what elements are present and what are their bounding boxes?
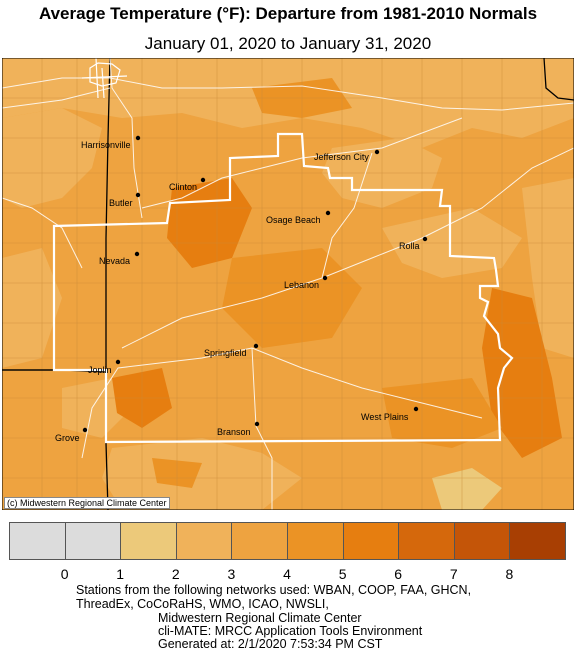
legend-tick-label: 6: [394, 566, 403, 582]
legend-swatch-5: [286, 522, 344, 560]
city-dot-butler: [135, 192, 141, 198]
legend-tick-label: 4: [283, 566, 291, 582]
footer-line-2: ThreadEx, CoCoRaHS, WMO, ICAO, NWSLI,: [76, 597, 329, 611]
footer-line-1: Stations from the following networks use…: [76, 583, 472, 597]
forecast-area-outline: [52, 132, 514, 444]
title-text: Average Temperature (°F): Departure from…: [38, 4, 538, 23]
dark-area-westplains: [382, 378, 502, 448]
light-area-east: [522, 178, 574, 358]
city-label-rolla: Rolla: [399, 241, 420, 251]
footer-line-3: Midwestern Regional Climate Center: [158, 611, 362, 625]
city-dot-lebanon: [322, 275, 328, 281]
legend-swatch-4: [231, 522, 288, 560]
county-lines: [2, 58, 574, 510]
city-markers: Harrisonville Jefferson City Clinton But…: [55, 135, 428, 443]
city-dot-rolla: [422, 236, 428, 242]
city-label-west-plains: West Plains: [361, 412, 409, 422]
city-dot-clinton: [200, 177, 206, 183]
legend-tick-label: 3: [227, 566, 236, 582]
map-subtitle: January 01, 2020 to January 31, 2020: [144, 34, 432, 53]
legend-ticks: 0 1 2 3 4 5 6 7 8: [0, 566, 576, 586]
legend-tick-label: 0: [60, 566, 69, 582]
city-label-harrisonville: Harrisonville: [81, 140, 131, 150]
city-label-osage-beach: Osage Beach: [266, 215, 321, 225]
city-label-grove: Grove: [55, 433, 80, 443]
legend-swatch-8: [453, 522, 511, 560]
legend-swatch-9: [509, 522, 566, 560]
legend-swatch-7: [398, 522, 455, 560]
legend-tick-label: 7: [449, 566, 458, 582]
legend-swatch-3: [175, 522, 233, 560]
footer-line-5: Generated at: 2/1/2020 7:53:34 PM CST: [158, 637, 383, 651]
city-label-springfield: Springfield: [204, 348, 247, 358]
city-dot-harrisonville: [135, 135, 141, 141]
legend-tick-label: 5: [338, 566, 347, 582]
city-label-butler: Butler: [109, 198, 133, 208]
temperature-departure-map: Harrisonville Jefferson City Clinton But…: [2, 58, 574, 510]
light-area-west: [2, 248, 62, 368]
footer-line-4: cli-MATE: MRCC Application Tools Environ…: [158, 624, 423, 638]
city-label-clinton: Clinton: [169, 182, 197, 192]
city-dot-nevada: [134, 251, 140, 257]
highways: [2, 58, 574, 510]
color-legend: [9, 522, 566, 560]
city-dot-grove: [82, 427, 88, 433]
city-dot-osage-beach: [325, 210, 331, 216]
copyright-label: (c) Midwestern Regional Climate Center: [4, 497, 170, 509]
legend-swatch-6: [342, 522, 400, 560]
legend-tick-label: 1: [116, 566, 125, 582]
legend-swatch-1: [64, 522, 122, 560]
map-title: Average Temperature (°F): Departure from…: [0, 4, 576, 24]
city-dot-springfield: [253, 343, 259, 349]
legend-swatch-2: [120, 522, 177, 560]
light-area-south: [102, 438, 302, 510]
city-dot-branson: [254, 421, 260, 427]
city-label-joplin: Joplin: [88, 365, 112, 375]
legend-swatch-0: [9, 522, 66, 560]
city-dot-west-plains: [413, 406, 419, 412]
city-label-nevada: Nevada: [99, 256, 130, 266]
legend-tick-label: 8: [505, 566, 514, 582]
kansas-city-metro: [81, 58, 128, 99]
city-label-jefferson-city: Jefferson City: [314, 152, 369, 162]
light-area-southeast: [432, 468, 502, 510]
city-dot-joplin: [115, 359, 121, 365]
legend-tick-label: 2: [171, 566, 180, 582]
city-dot-jefferson-city: [374, 149, 380, 155]
city-label-branson: Branson: [217, 427, 251, 437]
city-label-lebanon: Lebanon: [284, 280, 319, 290]
